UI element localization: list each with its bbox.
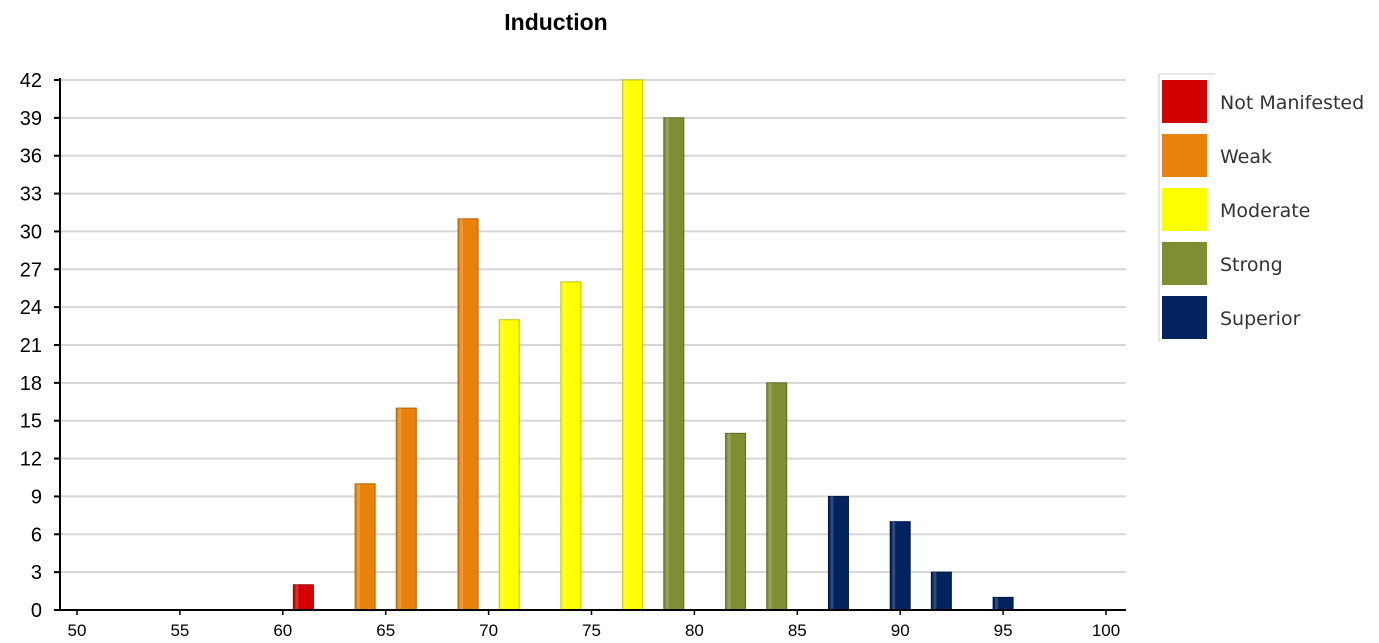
- bar-highlight: [357, 483, 361, 610]
- bar-highlight: [768, 382, 772, 610]
- legend-label: Strong: [1220, 254, 1283, 276]
- y-tick-label: 18: [20, 373, 42, 395]
- y-tick-label: 33: [20, 184, 42, 206]
- bar-highlight: [830, 496, 834, 610]
- y-tick-label: 42: [20, 70, 42, 92]
- legend-label: Superior: [1220, 308, 1301, 330]
- x-axis-ticks: 50 55 60 65 70 75 80 85 90 95 100: [68, 610, 1120, 640]
- y-tick-label: 0: [31, 600, 42, 622]
- gridlines: [60, 79, 1126, 574]
- legend-swatch: [1162, 188, 1207, 231]
- bar-highlight: [398, 408, 402, 610]
- y-tick-label: 6: [31, 524, 42, 546]
- bar-highlight: [624, 80, 628, 610]
- bars: [292, 79, 1014, 611]
- legend-swatch: [1162, 80, 1207, 123]
- legend-swatch: [1162, 242, 1207, 285]
- y-tick-label: 30: [20, 221, 42, 243]
- x-tick-label: 70: [479, 621, 498, 640]
- x-tick-label: 80: [685, 621, 704, 640]
- x-tick-label: 75: [582, 621, 601, 640]
- y-tick-label: 15: [20, 411, 42, 433]
- bar-highlight: [460, 218, 464, 611]
- bar-highlight: [933, 572, 937, 610]
- x-tick-label: 100: [1092, 621, 1120, 640]
- bar-highlight: [295, 584, 299, 610]
- y-tick-label: 39: [20, 108, 42, 130]
- y-tick-label: 21: [20, 335, 42, 357]
- bar-highlight: [562, 281, 566, 610]
- x-tick-label: 95: [994, 621, 1013, 640]
- chart-title: Induction: [504, 9, 607, 35]
- bar-highlight: [995, 597, 999, 610]
- legend-label: Moderate: [1220, 200, 1310, 222]
- x-tick-label: 60: [273, 621, 292, 640]
- y-tick-label: 24: [20, 297, 42, 319]
- bar-highlight: [892, 521, 896, 610]
- x-tick-label: 65: [376, 621, 395, 640]
- x-tick-label: 85: [788, 621, 807, 640]
- y-tick-label: 27: [20, 259, 42, 281]
- legend-label: Not Manifested: [1220, 92, 1364, 114]
- legend: Not Manifested Weak Moderate Strong Superior: [1158, 73, 1364, 342]
- bar-highlight: [501, 319, 505, 610]
- y-tick-label: 3: [31, 562, 42, 584]
- x-tick-label: 50: [68, 621, 87, 640]
- legend-swatch: [1162, 296, 1207, 339]
- y-tick-label: 12: [20, 449, 42, 471]
- y-tick-label: 36: [20, 146, 42, 168]
- y-tick-label: 9: [31, 486, 42, 508]
- legend-label: Weak: [1220, 146, 1272, 168]
- bar-highlight: [665, 117, 669, 610]
- bar-highlight: [727, 433, 731, 610]
- x-tick-label: 90: [891, 621, 910, 640]
- legend-swatch: [1162, 134, 1207, 177]
- x-tick-label: 55: [170, 621, 189, 640]
